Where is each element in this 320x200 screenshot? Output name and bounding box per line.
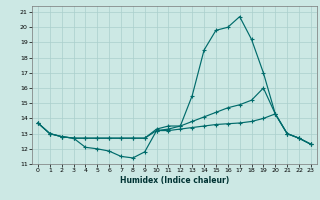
X-axis label: Humidex (Indice chaleur): Humidex (Indice chaleur): [120, 176, 229, 185]
